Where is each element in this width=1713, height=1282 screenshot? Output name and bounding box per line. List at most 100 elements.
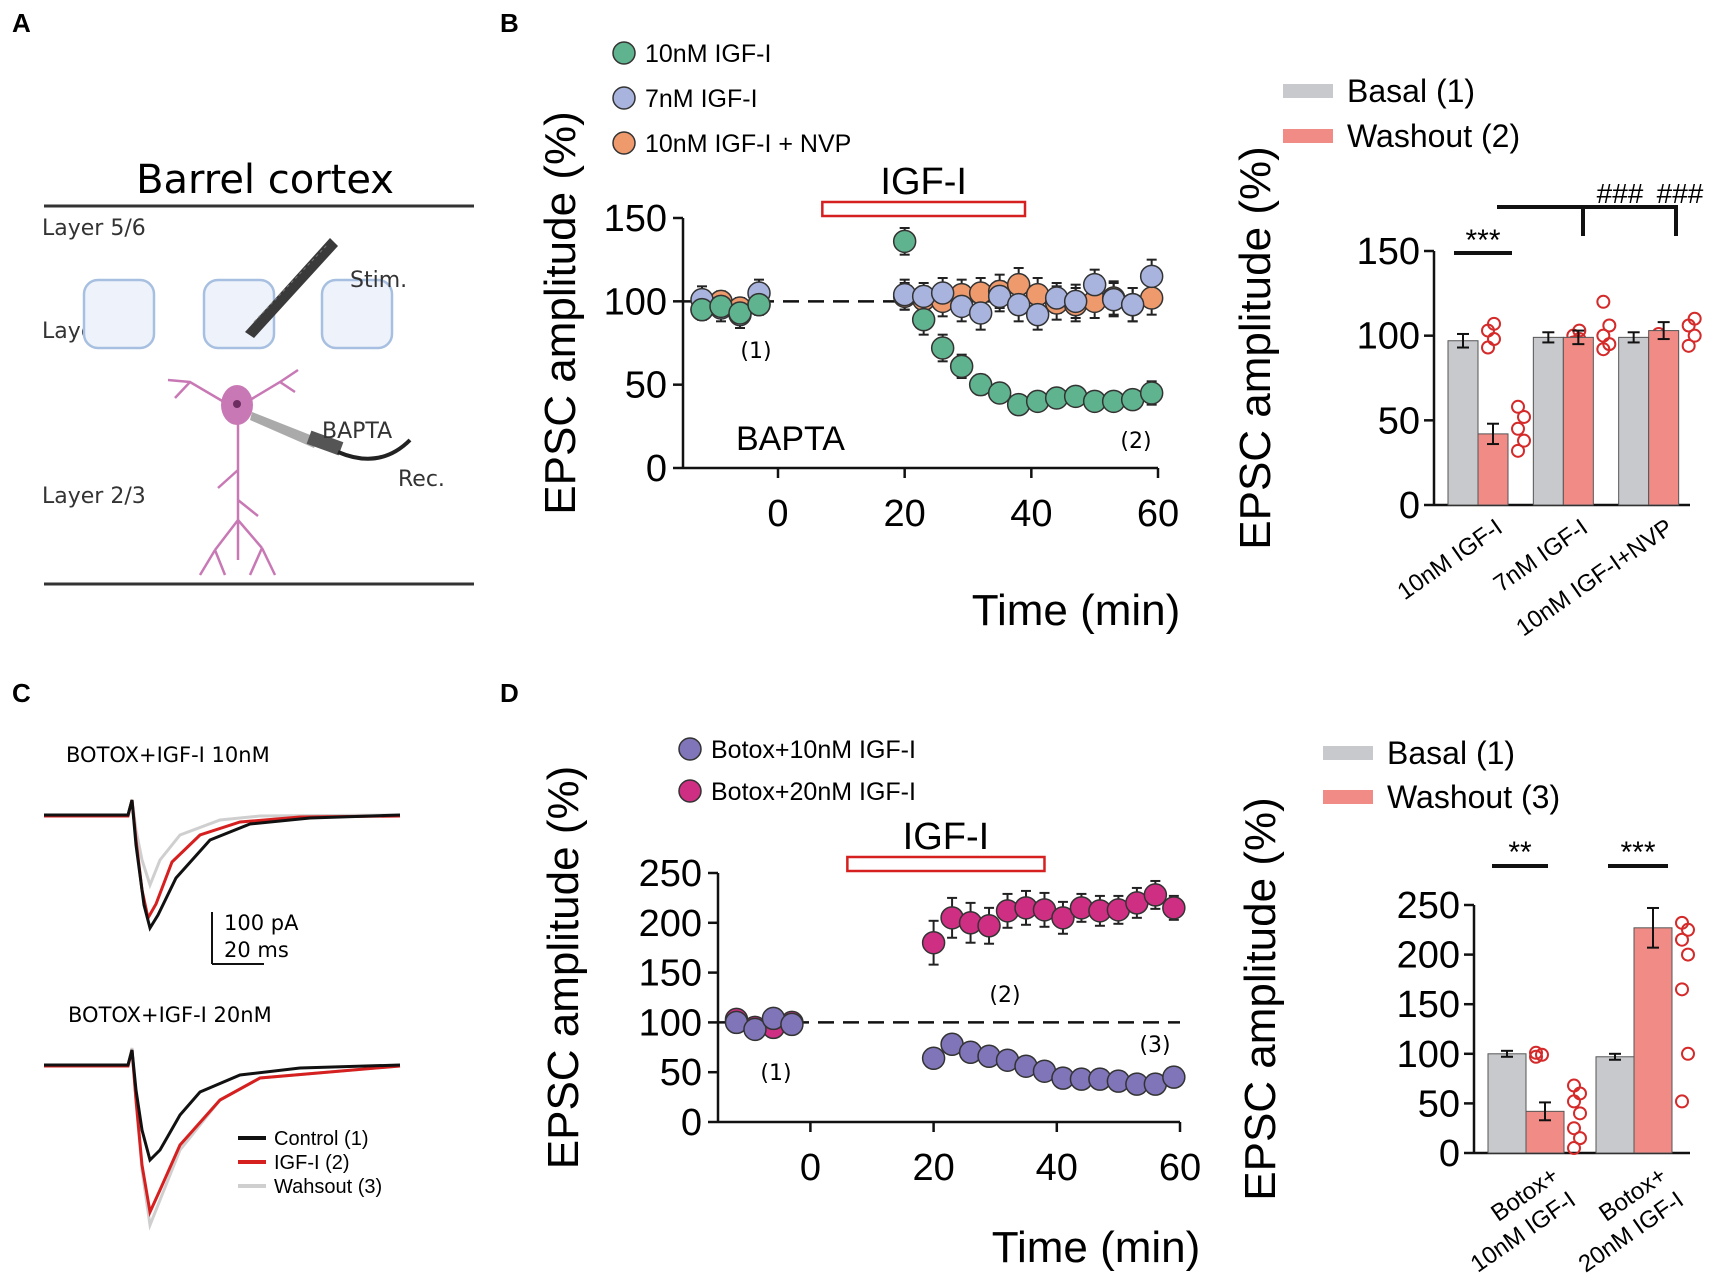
bar [1618,336,1650,506]
trace-legend-label: Control (1) [274,1128,368,1150]
trace-legend-label: Wahsout (3) [274,1176,382,1198]
y-tick-label: 0 [646,448,667,490]
y-axis-label: EPSC amplitude (%) [1231,146,1280,549]
y-tick-label: 50 [660,1052,702,1094]
bapta-inner-label: BAPTA [736,420,845,458]
significance-label: ** [1508,836,1532,869]
legend-label: Basal (1) [1387,735,1515,771]
individual-point [1675,915,1689,930]
individual-point [1573,1131,1587,1146]
individual-point [1487,332,1501,347]
barrel-cortex-title: Barrel cortex [136,157,394,203]
neuron-icon [167,368,299,576]
bar [1648,330,1680,506]
individual-point [1517,433,1531,448]
data-point [1162,896,1186,920]
data-point [1139,381,1164,405]
y-tick-label: 0 [1439,1133,1460,1175]
legend-marker [678,737,702,761]
legend-label: Washout (2) [1347,118,1520,154]
legend-marker [612,86,636,110]
barrel-left [82,278,156,350]
igf-application-label: IGF-I [903,816,990,858]
legend-swatch [1323,746,1373,760]
data-point [921,930,946,955]
igf-application-bar [821,200,1027,218]
annotation: (1) [760,1061,791,1086]
individual-point [1535,1047,1549,1062]
data-point [987,381,1012,405]
data-point [1063,289,1088,314]
data-point [1082,272,1107,297]
data-point [747,292,771,317]
legend-label: Botox+20nM IGF-I [711,778,916,806]
category-label: 10nM IGF-I+NVP [1511,514,1678,642]
individual-point [1517,409,1531,424]
layer-23-label: Layer 2/3 [42,484,146,509]
y-tick-label: 150 [604,198,667,240]
data-point [1006,392,1031,417]
individual-point [1681,1046,1695,1061]
y-tick-label: 200 [1397,935,1460,977]
bar [1595,1056,1635,1154]
y-tick-label: 150 [1357,231,1420,273]
bar [1477,433,1509,506]
stim-electrode-icon [245,238,338,338]
data-point [1120,292,1145,317]
legend-marker [678,779,702,803]
x-tick-label: 60 [1137,493,1179,535]
data-point [1139,264,1164,289]
annotation: (2) [989,983,1020,1008]
chart-d-time-course: 0 50 100 150 200 250 0 20 40 60 Time (min) EPSC amp… [539,736,1201,1272]
scale-ms: 20 ms [224,938,289,962]
data-point [1025,389,1050,414]
individual-point [1529,1049,1543,1064]
category-label-line: 10nM IGF-I+NVP [1511,514,1678,642]
barrel-right [320,278,394,350]
stim-label: Stim. [350,268,407,293]
individual-point [1567,1078,1581,1093]
data-point [911,307,936,332]
individual-point [1511,443,1525,458]
individual-point [1481,340,1495,355]
panel-label-b: B [500,8,519,38]
y-tick-label: 0 [681,1102,702,1144]
y-axis-label: EPSC amplitude (%) [1236,797,1285,1200]
individual-point [1687,328,1702,343]
data-point [968,301,993,325]
individual-point [1675,1094,1689,1109]
significance-label: ### [1657,178,1704,209]
bar [1447,340,1479,506]
significance-label: ### [1597,178,1644,209]
data-point [1162,1065,1186,1089]
igf-application-bar [846,855,1046,873]
scale-bar [211,912,264,965]
individual-point [1511,399,1525,414]
category-label: 10nM IGF-I [1393,514,1508,606]
annotation: (2) [1120,429,1151,454]
significance-label: *** [1620,836,1655,869]
category-label: Botox+20nM IGF-I [1557,1162,1689,1278]
legend-label: 10nM IGF-I [645,40,771,68]
individual-point [1487,316,1501,331]
individual-point [1567,1121,1581,1136]
bapta-label: BAPTA [322,419,392,444]
individual-point [1567,1141,1581,1156]
scale-pa: 100 pA [224,911,299,935]
trace-legend: Control (1)IGF-I (2)Wahsout (3) [238,1128,382,1198]
bar [1532,336,1564,506]
x-tick-label: 20 [912,1147,954,1189]
individual-point [1602,318,1617,333]
data-point [1143,883,1168,907]
category-label-line: 10nM IGF-I [1393,514,1508,606]
data-point [1051,906,1075,930]
x-tick-label: 20 [884,493,926,535]
y-tick-label: 250 [639,853,702,895]
y-tick-label: 100 [1357,316,1420,358]
legend-label: 10nM IGF-I + NVP [645,130,851,158]
x-axis-label: Time (min) [992,1223,1201,1272]
y-tick-label: 100 [639,1002,702,1044]
legend-label: Botox+10nM IGF-I [711,736,916,764]
